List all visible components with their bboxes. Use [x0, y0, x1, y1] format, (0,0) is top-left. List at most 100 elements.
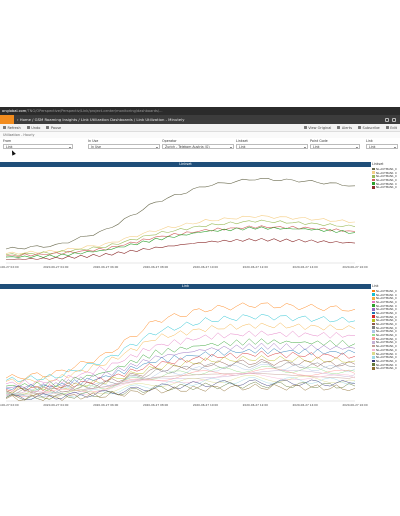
- legend-item[interactable]: NL-AUTMAN1_0: [371, 355, 400, 359]
- filter-from-select[interactable]: Link ▼: [3, 144, 73, 149]
- legend-item[interactable]: NL-AUTMAN1_0: [371, 359, 400, 363]
- series-line[interactable]: [5, 355, 356, 394]
- filter-link: Link Link ▼: [366, 139, 398, 149]
- link-chart[interactable]: 2020-06-27 02:00 2020-06-27 04:00 2020-06-…: [0, 289, 371, 415]
- legend-item[interactable]: NL-AUTMAN1_0: [371, 167, 400, 171]
- legend-item[interactable]: NL-AUTMAN1_0: [371, 296, 400, 300]
- series-line[interactable]: [5, 365, 356, 397]
- filter-link-select[interactable]: Link ▼: [366, 144, 398, 149]
- legend-item[interactable]: NL-AUTMAN1_0: [371, 178, 400, 182]
- view-tab[interactable]: Utilization - Hourly: [0, 132, 400, 138]
- series-line[interactable]: [5, 350, 356, 392]
- legend-item[interactable]: NL-AUTMAN1_0: [371, 352, 400, 355]
- series-line[interactable]: [6, 238, 356, 260]
- subscribe-button[interactable]: Subscribe: [358, 126, 383, 130]
- series-line[interactable]: [5, 178, 356, 250]
- filter-value: Link: [6, 144, 13, 149]
- series-line[interactable]: [5, 361, 356, 396]
- legend-item[interactable]: NL-AUTMAN1_0: [371, 300, 400, 304]
- linkset-chart-panel: Linkset 2020-06-27 02:00 2020-06-27 04:00…: [0, 162, 371, 284]
- filter-in-use: In Use In Use ▼: [88, 139, 160, 149]
- legend-label: NL-AUTMAN1_0: [376, 296, 397, 301]
- filter-value: Link: [369, 144, 376, 149]
- legend-item[interactable]: NL-AUTMAN1_0: [371, 293, 400, 296]
- legend-item[interactable]: NL-AUTMAN1_0: [371, 337, 400, 341]
- legend-item[interactable]: NL-AUTMAN1_0: [371, 322, 400, 326]
- legend-item[interactable]: NL-AUTMAN1_0: [371, 307, 400, 311]
- series-line[interactable]: [5, 226, 356, 258]
- undo-button[interactable]: Undo: [26, 126, 44, 130]
- legend-item[interactable]: NL-AUTMAN1_0: [371, 289, 400, 293]
- pencil-icon: [385, 126, 389, 129]
- filter-label: Operator: [162, 139, 177, 143]
- series-line[interactable]: [5, 219, 356, 256]
- filter-operator-select[interactable]: Zurich - Telekom Austria (G) ▼: [162, 144, 234, 149]
- chevron-down-icon: ▼: [393, 146, 396, 149]
- legend-item[interactable]: NL-AUTMAN1_0: [371, 330, 400, 333]
- legend-swatch: [372, 185, 375, 189]
- linkset-chart[interactable]: 2020-06-27 02:00 2020-06-27 04:00 2020-06-…: [0, 167, 371, 284]
- series-line[interactable]: [5, 363, 356, 396]
- legend-item[interactable]: NL-AUTMAN1_0: [371, 348, 400, 352]
- browser-address-bar[interactable]: onglobal.com /TNG/OPerspective/Perspecti…: [0, 107, 400, 115]
- legend-item[interactable]: NL-AUTMAN1_0: [371, 315, 400, 319]
- legend-swatch: [372, 296, 375, 300]
- menu-icon[interactable]: [392, 117, 396, 122]
- view-original-button[interactable]: View Original: [303, 126, 335, 130]
- mail-icon: [358, 126, 362, 129]
- legend-label: NL-AUTMAN1_0: [376, 314, 397, 319]
- legend-item[interactable]: NL-AUTMAN1_0: [371, 340, 400, 345]
- breadcrumb[interactable]: › Home / GSM Roaming Insights / Link Uti…: [17, 117, 185, 122]
- edit-button[interactable]: Edit: [385, 125, 400, 130]
- filter-point-code-select[interactable]: Link ▼: [310, 144, 360, 149]
- user-icon[interactable]: [385, 117, 389, 122]
- legend-item[interactable]: NL-AUTMAN1_0: [371, 333, 400, 337]
- legend-item[interactable]: NL-AUTMAN1_0: [371, 182, 400, 185]
- filter-linkset: Linkset Link ▼: [236, 139, 308, 149]
- legend-item[interactable]: NL-AUTMAN1_0: [371, 311, 400, 315]
- series-line[interactable]: [5, 322, 356, 385]
- series-line[interactable]: [5, 314, 356, 383]
- alerts-button[interactable]: Alerts: [337, 126, 355, 130]
- legend-swatch: [372, 293, 375, 296]
- pause-button[interactable]: Pause: [46, 126, 64, 130]
- legend-label: NL-AUTMAN1_0: [376, 355, 397, 360]
- series-line[interactable]: [5, 372, 356, 396]
- series-line[interactable]: [5, 383, 356, 401]
- legend-item[interactable]: NL-AUTMAN1_0: [371, 304, 400, 307]
- legend-item[interactable]: NL-AUTMAN1_0: [371, 344, 400, 348]
- series-line[interactable]: [5, 381, 356, 401]
- legend-item[interactable]: NL-AUTMAN1_0: [371, 366, 400, 370]
- series-line[interactable]: [5, 302, 356, 380]
- series-line[interactable]: [5, 215, 356, 255]
- series-line[interactable]: [5, 338, 356, 388]
- legend-swatch: [372, 319, 375, 322]
- series-line[interactable]: [5, 377, 356, 399]
- legend-item[interactable]: NL-AUTMAN1_0: [371, 185, 400, 189]
- legend-item[interactable]: NL-AUTMAN1_0: [371, 363, 400, 366]
- legend-item[interactable]: NL-AUTMAN1_0: [371, 326, 400, 330]
- filter-bar: From Link ▼ In Use In Use ▼ Operator Zuric…: [0, 138, 400, 151]
- filter-in-use-select[interactable]: In Use ▼: [88, 144, 160, 149]
- chevron-down-icon: ▼: [355, 146, 358, 149]
- legend-label: NL-AUTMAN1_0: [376, 340, 397, 345]
- edit-label: Edit: [390, 125, 397, 130]
- series-line[interactable]: [5, 330, 356, 387]
- legend-label: NL-AUTMAN1_0: [376, 322, 397, 326]
- filter-linkset-select[interactable]: Link ▼: [236, 144, 308, 149]
- series-line[interactable]: [5, 379, 356, 400]
- legend-item[interactable]: NL-AUTMAN1_0: [371, 319, 400, 322]
- legend-item[interactable]: NL-AUTMAN1_0: [371, 171, 400, 174]
- legend-swatch: [372, 289, 375, 293]
- legend-item[interactable]: NL-AUTMAN1_0: [371, 174, 400, 178]
- linkset-chart-title: Linkset: [0, 162, 371, 167]
- x-tick-label: 2020-06-27 08:00: [143, 403, 168, 407]
- series-line[interactable]: [5, 225, 356, 257]
- alerts-label: Alerts: [341, 125, 353, 130]
- series-line[interactable]: [5, 368, 356, 398]
- refresh-button[interactable]: Refresh: [3, 126, 24, 130]
- brand-logo[interactable]: [0, 115, 14, 124]
- legend-swatch: [372, 352, 375, 355]
- legend-swatch: [372, 311, 375, 315]
- series-line[interactable]: [5, 347, 356, 391]
